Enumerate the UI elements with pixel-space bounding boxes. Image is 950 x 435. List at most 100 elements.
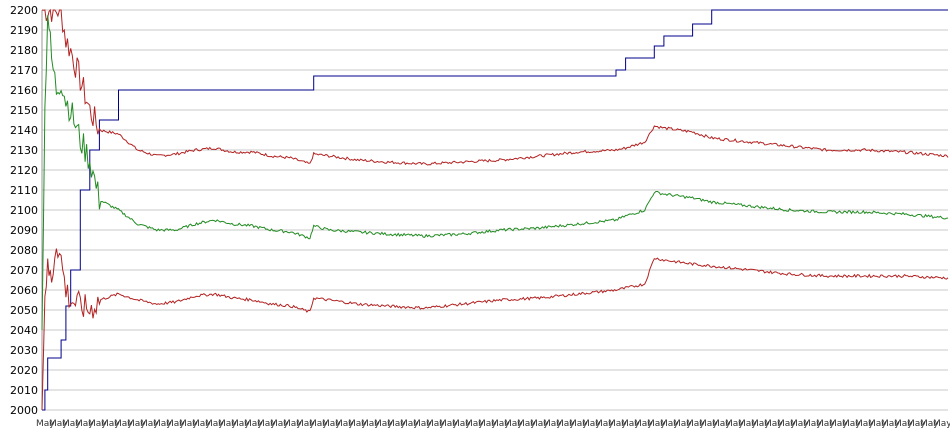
y-tick-label: 2000 [10,404,38,417]
x-tick-label: May [725,419,744,429]
x-tick-label: May [582,419,601,429]
y-tick-label: 2020 [10,364,38,377]
x-tick-label: May [829,419,848,429]
x-tick-label: May [140,419,159,429]
x-tick-label: May [49,419,68,429]
x-tick-label: May [920,419,939,429]
x-tick-label: May [855,419,874,429]
x-tick-label: May [907,419,926,429]
x-tick-label: May [894,419,913,429]
x-tick-label: May [647,419,666,429]
x-tick-label: May [504,419,523,429]
x-tick-label: May [543,419,562,429]
x-tick-label: May [881,419,900,429]
y-tick-label: 2100 [10,204,38,217]
x-tick-label: May [231,419,250,429]
x-tick-label: May [426,419,445,429]
y-tick-label: 2150 [10,104,38,117]
x-tick-label: May [439,419,458,429]
x-tick-label: May [153,419,172,429]
x-tick-label: May [517,419,536,429]
x-tick-label: May [608,419,627,429]
x-tick-label: May [309,419,328,429]
series-line-2 [41,8,949,166]
x-tick-label: May [244,419,263,429]
x-tick-label: May [387,419,406,429]
x-tick-label: May [361,419,380,429]
x-tick-label: May [296,419,315,429]
x-tick-label: May [595,419,614,429]
x-tick-label: May [88,419,107,429]
x-tick-label: May [452,419,471,429]
y-tick-label: 2190 [10,24,38,37]
x-tick-label: May [868,419,887,429]
x-tick-label: May [699,419,718,429]
x-tick-label: May [101,419,120,429]
series-line-3 [41,15,949,331]
x-tick-label: May [634,419,653,429]
x-tick-label: May [400,419,419,429]
x-tick-label: May [621,419,640,429]
y-tick-label: 2080 [10,244,38,257]
y-tick-label: 2040 [10,324,38,337]
series-lines [41,8,949,411]
x-tick-label: May [62,419,81,429]
y-tick-label: 2030 [10,344,38,357]
x-tick-label: May [205,419,224,429]
x-tick-label: May [270,419,289,429]
x-tick-label: May [842,419,861,429]
grid-lines [42,9,948,411]
y-tick-label: 2170 [10,64,38,77]
y-tick-label: 2140 [10,124,38,137]
x-tick-label: May [413,419,432,429]
y-tick-label: 2010 [10,384,38,397]
x-tick-label: May [673,419,692,429]
x-tick-label: May [36,419,55,429]
y-tick-label: 2090 [10,224,38,237]
y-tick-label: 2120 [10,164,38,177]
x-tick-label: May [75,419,94,429]
y-tick-label: 2180 [10,44,38,57]
x-tick-label: May [114,419,133,429]
x-tick-label: May [335,419,354,429]
y-tick-label: 2060 [10,284,38,297]
x-tick-label: May [751,419,770,429]
x-tick-label: May [803,419,822,429]
series-line-4 [41,248,949,411]
x-tick-label: May [192,419,211,429]
x-tick-label: May [218,419,237,429]
x-tick-label: May [660,419,679,429]
y-tick-label: 2130 [10,144,38,157]
x-tick-label: May [465,419,484,429]
x-tick-label: May [816,419,835,429]
y-tick-label: 2200 [10,4,38,17]
x-tick-label: May [777,419,796,429]
x-tick-label: May [933,419,950,429]
x-tick-label: May [478,419,497,429]
x-tick-label: May [257,419,276,429]
y-tick-label: 2160 [10,84,38,97]
x-tick-label: May [348,419,367,429]
x-tick-label: May [556,419,575,429]
x-tick-label: May [530,419,549,429]
x-tick-label: May [738,419,757,429]
x-tick-label: May [127,419,146,429]
x-axis: MayMayMayMayMayMayMayMayMayMayMayMayMayM… [36,419,950,429]
y-tick-label: 2050 [10,304,38,317]
x-tick-label: May [491,419,510,429]
x-tick-label: May [179,419,198,429]
x-tick-label: May [686,419,705,429]
x-tick-label: May [283,419,302,429]
y-tick-label: 2110 [10,184,38,197]
y-tick-label: 2070 [10,264,38,277]
series-line-1 [42,9,948,411]
x-tick-label: May [764,419,783,429]
y-axis: 2000 2010 2020 2030 2040 2050 2060 2070 2080 2090… [10,4,43,417]
x-tick-label: May [790,419,809,429]
x-tick-label: May [569,419,588,429]
x-tick-label: May [322,419,341,429]
x-tick-label: May [374,419,393,429]
x-tick-label: May [712,419,731,429]
x-tick-label: May [166,419,185,429]
